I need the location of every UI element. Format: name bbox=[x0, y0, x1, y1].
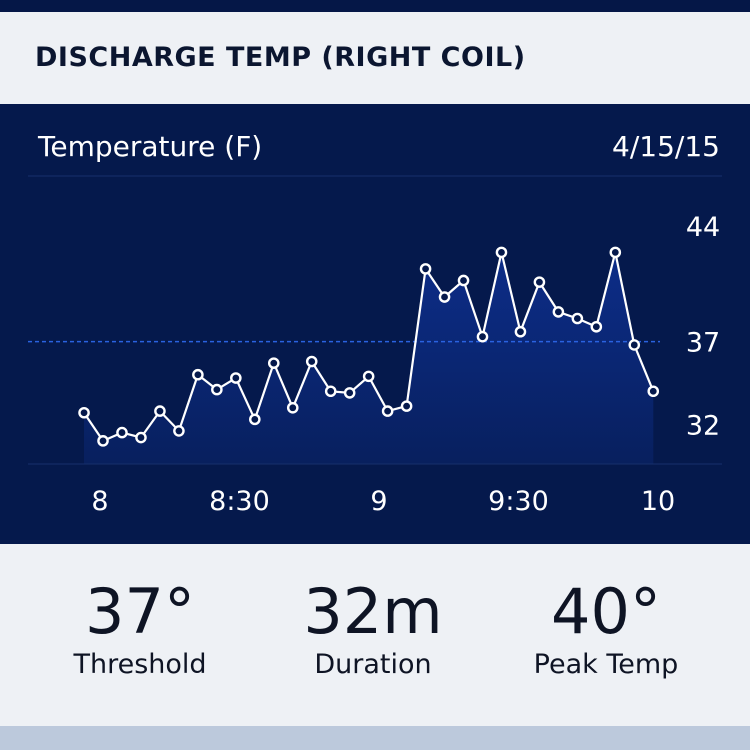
chart-date: 4/15/15 bbox=[612, 130, 720, 163]
data-point bbox=[571, 312, 584, 325]
threshold-label: Threshold bbox=[73, 649, 207, 680]
temperature-chart: 8 8:30 9 9:30 10 32 37 44 bbox=[28, 175, 722, 517]
data-point bbox=[211, 383, 223, 396]
data-point bbox=[495, 246, 508, 259]
data-point bbox=[438, 291, 451, 303]
page-title: DISCHARGE TEMP (RIGHT COIL) bbox=[35, 42, 526, 73]
data-point bbox=[590, 320, 603, 333]
data-point bbox=[647, 385, 660, 398]
data-point bbox=[400, 400, 413, 412]
data-point bbox=[78, 406, 90, 419]
data-point bbox=[628, 339, 641, 351]
data-point bbox=[476, 330, 489, 343]
peak-temp-label: Peak Temp bbox=[533, 649, 679, 680]
data-point bbox=[419, 263, 432, 275]
x-tick-label: 8:30 bbox=[209, 486, 270, 517]
series-area bbox=[84, 252, 654, 464]
data-point bbox=[249, 413, 261, 426]
chart-panel: 8 8:30 9 9:30 10 32 37 44 Temperature (F) 4/15/… bbox=[0, 104, 750, 544]
data-point bbox=[457, 274, 470, 287]
data-point bbox=[135, 431, 147, 444]
y-tick-label: 32 bbox=[686, 410, 720, 441]
chart-title: Temperature (F) bbox=[38, 130, 263, 163]
stat-duration: 32m Duration bbox=[263, 576, 483, 682]
threshold-value: 37° bbox=[85, 575, 195, 648]
duration-value: 32m bbox=[303, 575, 443, 648]
data-point bbox=[192, 368, 204, 381]
data-point bbox=[97, 435, 109, 447]
y-tick-label: 44 bbox=[686, 212, 720, 243]
x-tick-label: 9:30 bbox=[488, 486, 549, 517]
data-point bbox=[305, 355, 318, 368]
data-point bbox=[343, 387, 356, 399]
duration-label: Duration bbox=[314, 649, 432, 680]
data-point bbox=[533, 276, 546, 288]
data-point bbox=[230, 372, 242, 384]
data-point bbox=[362, 370, 375, 383]
x-tick-label: 9 bbox=[370, 486, 387, 517]
header: DISCHARGE TEMP (RIGHT COIL) bbox=[0, 12, 750, 104]
data-point bbox=[381, 405, 394, 417]
y-tick-label: 37 bbox=[686, 328, 720, 359]
bottom-strip bbox=[0, 726, 750, 750]
data-point bbox=[324, 385, 337, 398]
data-point bbox=[154, 405, 166, 417]
data-point bbox=[173, 425, 185, 437]
data-point bbox=[267, 357, 280, 369]
x-tick-label: 8 bbox=[91, 486, 108, 517]
stat-threshold: 37° Threshold bbox=[30, 576, 250, 682]
data-point bbox=[552, 306, 565, 318]
data-point bbox=[286, 401, 299, 414]
stats-section: 37° Threshold 32m Duration 40° Peak Temp bbox=[0, 544, 750, 726]
data-point bbox=[116, 426, 128, 439]
x-tick-label: 10 bbox=[641, 486, 675, 517]
peak-temp-value: 40° bbox=[551, 575, 661, 648]
data-point bbox=[609, 246, 622, 259]
stat-peak-temp: 40° Peak Temp bbox=[496, 576, 716, 682]
data-point bbox=[514, 325, 527, 338]
top-strip bbox=[0, 0, 750, 12]
